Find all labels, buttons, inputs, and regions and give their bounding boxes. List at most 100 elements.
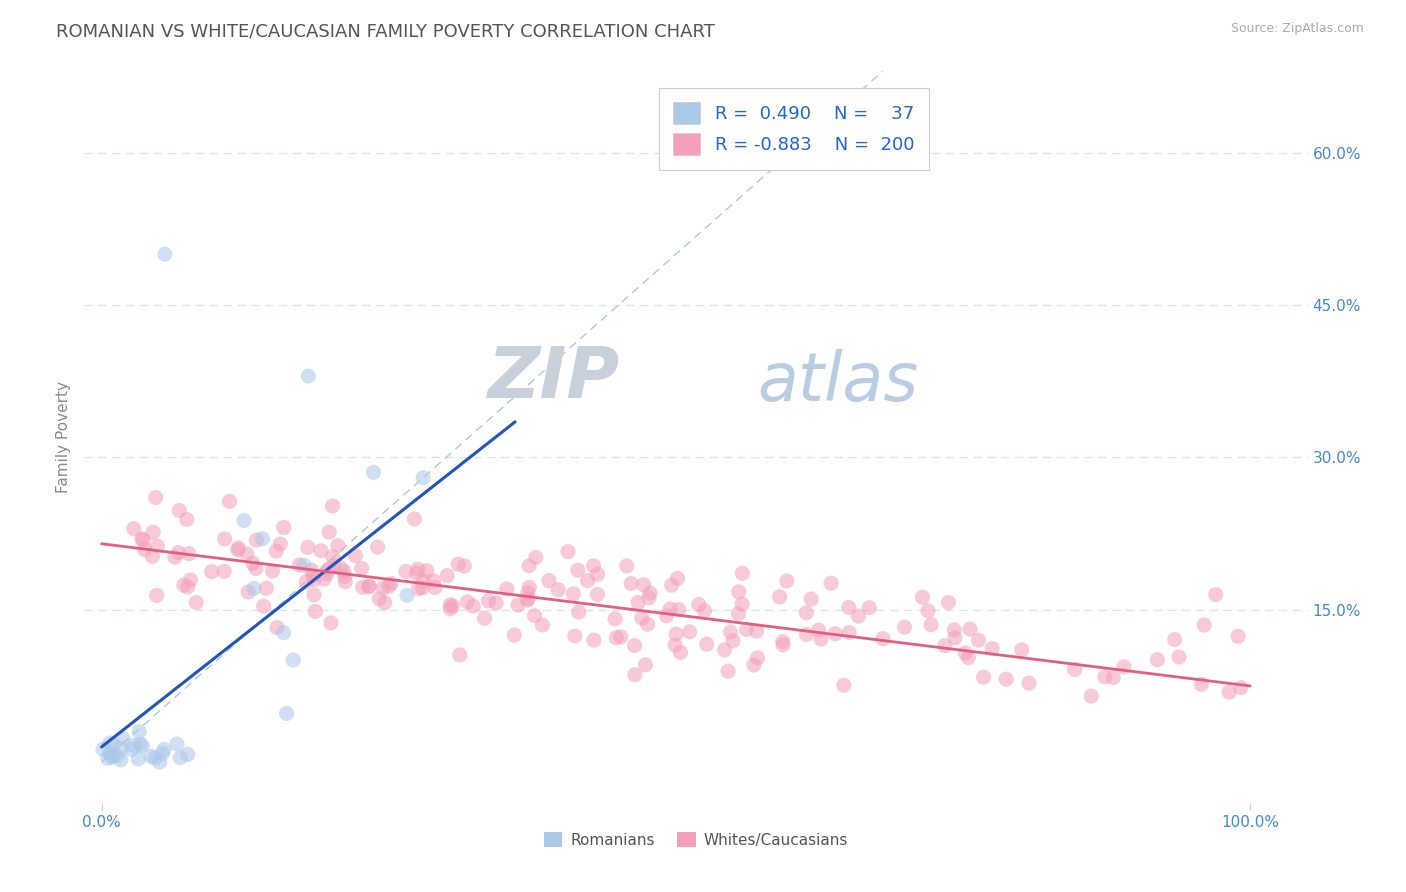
Point — [396, 588, 419, 602]
Point — [363, 466, 385, 480]
Point — [180, 573, 202, 587]
Point — [1218, 685, 1240, 699]
Point — [423, 581, 446, 595]
Point — [304, 605, 326, 619]
Point — [201, 565, 224, 579]
Text: atlas: atlas — [758, 350, 918, 415]
Point — [177, 747, 200, 762]
Point — [731, 597, 754, 611]
Point — [666, 571, 689, 585]
Point — [214, 532, 236, 546]
Point — [605, 631, 627, 645]
Point — [824, 627, 846, 641]
Point — [262, 564, 284, 578]
Point — [405, 566, 427, 580]
Point — [586, 587, 609, 601]
Point — [292, 558, 315, 573]
Point — [91, 742, 114, 756]
Point — [252, 532, 274, 546]
Point — [329, 560, 352, 574]
Point — [1168, 650, 1191, 665]
Point — [623, 639, 645, 653]
Point — [152, 747, 174, 761]
Point — [447, 558, 470, 572]
Point — [586, 567, 609, 582]
Point — [103, 738, 125, 752]
Point — [357, 579, 380, 593]
Point — [318, 562, 340, 576]
Point — [523, 608, 546, 623]
Point — [141, 749, 163, 764]
Point — [273, 625, 295, 640]
Point — [496, 582, 519, 596]
Point — [295, 574, 318, 589]
Point — [796, 606, 818, 620]
Point — [665, 627, 688, 641]
Point — [314, 572, 336, 586]
Point — [943, 623, 966, 637]
Point — [153, 247, 176, 261]
Point — [1192, 618, 1215, 632]
Point — [562, 587, 585, 601]
Point — [186, 596, 208, 610]
Point — [627, 595, 650, 609]
Point — [218, 494, 240, 508]
Point — [633, 577, 655, 591]
Point — [441, 599, 464, 613]
Point — [537, 574, 560, 588]
Point — [564, 629, 586, 643]
Point — [309, 543, 332, 558]
Point — [727, 584, 749, 599]
Point — [959, 622, 981, 636]
Point — [245, 533, 267, 548]
Point — [149, 755, 172, 769]
Point — [169, 751, 191, 765]
Point — [638, 586, 661, 600]
Point — [238, 585, 260, 599]
Point — [616, 559, 638, 574]
Point — [141, 549, 163, 564]
Point — [503, 628, 526, 642]
Point — [436, 568, 458, 582]
Point — [304, 573, 326, 587]
Point — [696, 637, 718, 651]
Point — [967, 633, 990, 648]
Point — [326, 539, 349, 553]
Point — [717, 664, 740, 678]
Point — [669, 645, 692, 659]
Point — [333, 565, 356, 579]
Point — [1227, 629, 1250, 643]
Point — [668, 603, 690, 617]
Point — [110, 741, 132, 756]
Point — [245, 561, 267, 575]
Point — [167, 503, 190, 517]
Point — [631, 611, 654, 625]
Point — [105, 748, 128, 763]
Point — [1080, 689, 1102, 703]
Point — [253, 599, 276, 613]
Point — [973, 670, 995, 684]
Point — [266, 620, 288, 634]
Point — [395, 565, 418, 579]
Point — [352, 580, 374, 594]
Point — [163, 550, 186, 565]
Point — [531, 618, 554, 632]
Point — [920, 617, 942, 632]
Point — [112, 731, 135, 746]
Point — [319, 615, 342, 630]
Point — [110, 753, 132, 767]
Point — [453, 559, 475, 574]
Point — [344, 549, 367, 563]
Point — [832, 678, 855, 692]
Point — [1102, 671, 1125, 685]
Point — [872, 632, 894, 646]
Point — [132, 533, 155, 547]
Point — [316, 566, 339, 581]
Point — [408, 582, 430, 596]
Point — [1112, 660, 1135, 674]
Point — [264, 544, 287, 558]
Point — [131, 739, 153, 753]
Point — [101, 748, 124, 763]
Point — [1018, 676, 1040, 690]
Point — [678, 624, 700, 639]
